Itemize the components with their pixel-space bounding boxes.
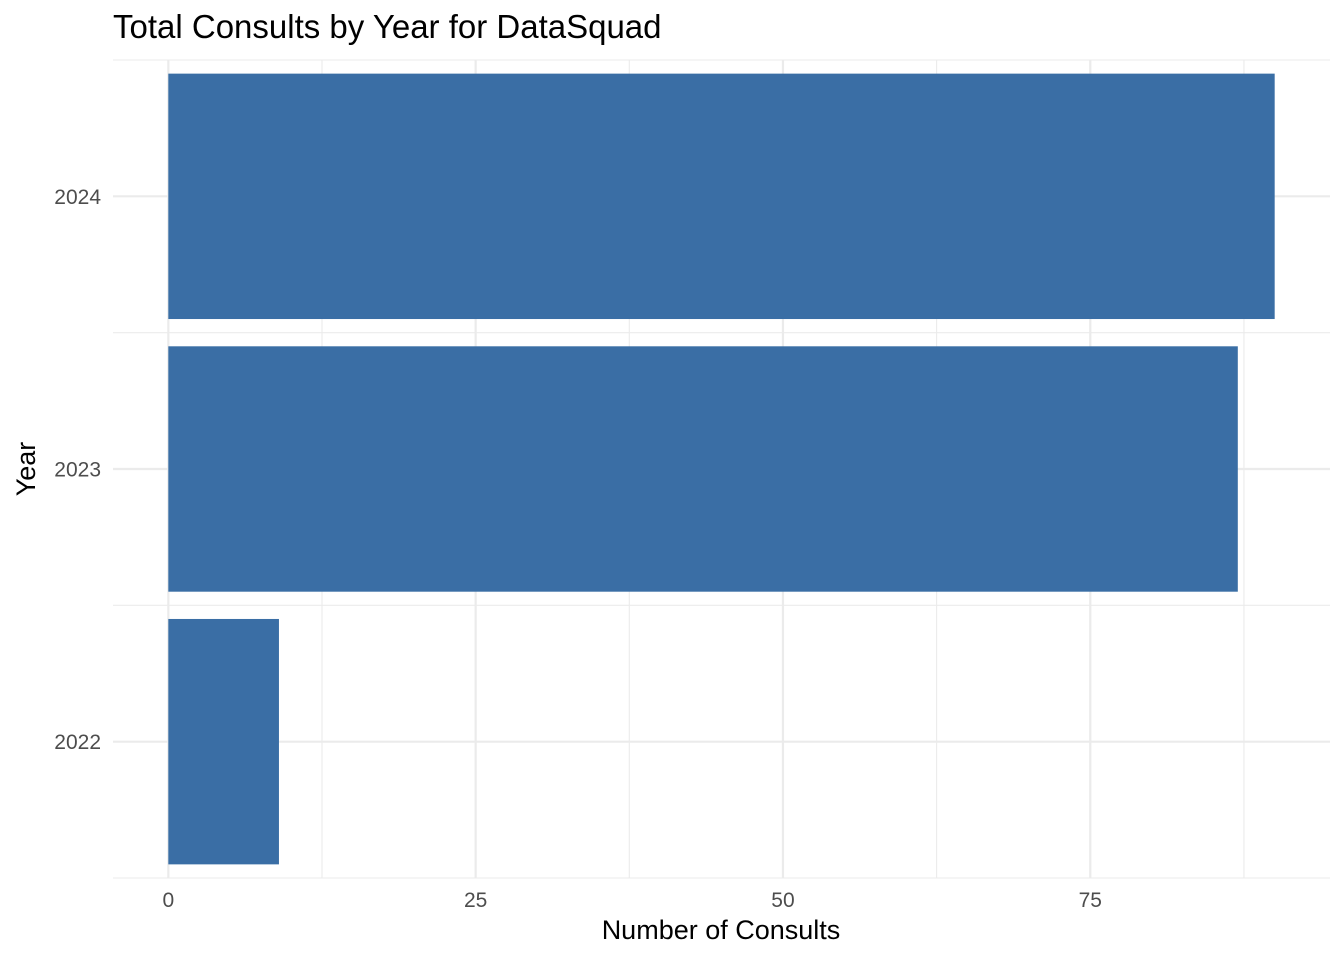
x-tick-label: 25: [464, 889, 487, 912]
x-tick-label: 50: [771, 889, 794, 912]
chart-title: Total Consults by Year for DataSquad: [113, 8, 662, 45]
bars: [168, 73, 1275, 865]
x-axis-ticks: 0 25 50 75: [162, 889, 1101, 912]
x-axis-title: Number of Consults: [602, 915, 841, 945]
x-tick-label: 75: [1079, 889, 1102, 912]
y-tick-label: 2023: [54, 459, 101, 482]
x-tick-label: 0: [162, 889, 174, 912]
y-axis-ticks: 2022 2023 2024: [54, 186, 101, 754]
bar-2023: [168, 346, 1238, 592]
y-tick-label: 2024: [54, 186, 101, 209]
bar-2024: [168, 73, 1275, 320]
bar-2022: [168, 618, 279, 865]
y-axis-title: Year: [11, 442, 41, 497]
y-tick-label: 2022: [54, 731, 101, 754]
